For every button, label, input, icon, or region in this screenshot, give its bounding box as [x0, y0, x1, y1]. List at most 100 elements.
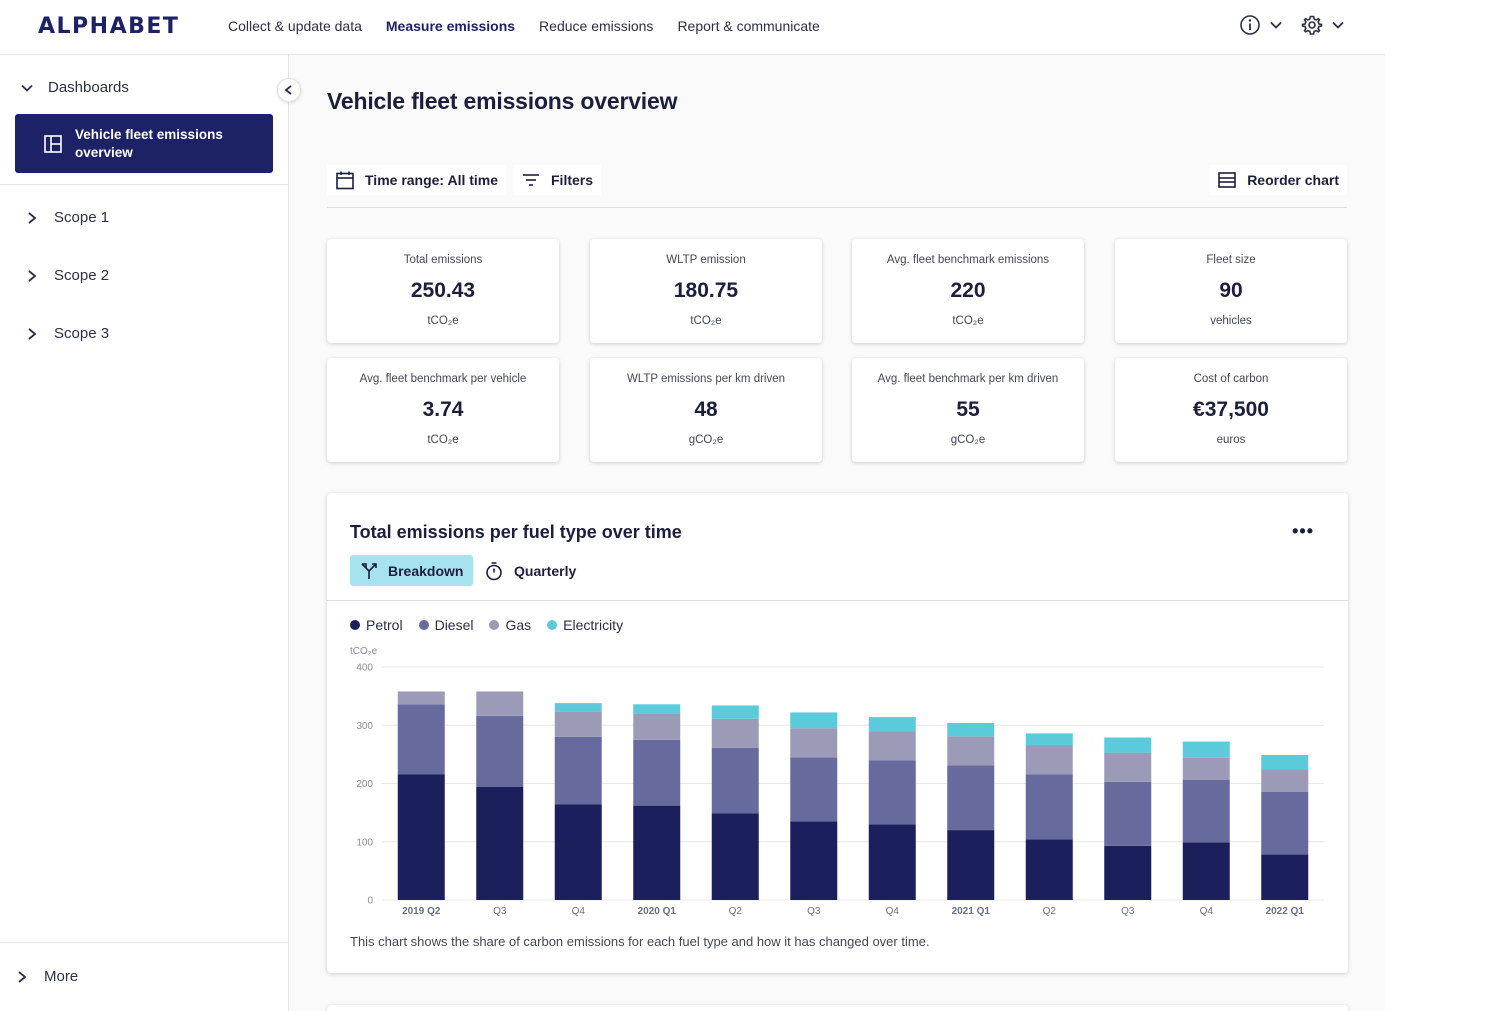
main-nav: Collect & update data Measure emissions … [228, 18, 820, 34]
top-navigation-bar: ALPHABET Collect & update data Measure e… [0, 0, 1385, 55]
sidebar-item-scope-3[interactable]: Scope 3 [26, 325, 109, 342]
bar-segment-electricity [1182, 741, 1230, 758]
chart-legend: Petrol Diesel Gas Electricity [350, 617, 623, 633]
nav-reduce-emissions[interactable]: Reduce emissions [539, 18, 654, 34]
bar-segment-diesel [711, 747, 759, 814]
filters-label: Filters [551, 172, 594, 188]
y-tick-label: 0 [367, 896, 373, 907]
bar-segment-diesel [397, 704, 445, 775]
bar-segment-diesel [868, 760, 916, 825]
filters-button[interactable]: Filters [513, 165, 602, 195]
bar-segment-diesel [790, 757, 838, 822]
legend-swatch [547, 620, 558, 630]
sidebar-divider [0, 184, 289, 185]
chevron-down-icon [1270, 21, 1282, 29]
kpi-card-avg-fleet-benchmark-emissions[interactable]: Avg. fleet benchmark emissions 220 tCO₂e [852, 239, 1084, 343]
chevron-right-icon [18, 970, 27, 983]
sidebar-collapse-button[interactable] [277, 78, 301, 102]
sidebar-more-button[interactable]: More [16, 968, 78, 985]
sidebar-item-scope-2[interactable]: Scope 2 [26, 267, 109, 284]
bar-segment-gas [711, 718, 759, 748]
kpi-card-avg-benchmark-per-vehicle[interactable]: Avg. fleet benchmark per vehicle 3.74 tC… [327, 358, 559, 462]
bar-segment-petrol [711, 813, 759, 900]
stacked-bar-chart: tCO₂e 0 100 200 300 400 2019 Q2 Q3 Q4 2020 Q1 Q2 Q3… [350, 646, 1324, 917]
x-tick-label: Q4 [572, 906, 586, 917]
x-tick-label: Q4 [886, 906, 900, 917]
legend-swatch [489, 620, 500, 630]
y-tick-label: 200 [356, 779, 373, 790]
legend-item-electricity[interactable]: Electricity [547, 617, 623, 633]
quarterly-toggle-button[interactable]: Quarterly [484, 555, 576, 586]
reorder-chart-label: Reorder chart [1247, 172, 1339, 188]
bar-segment-diesel [1261, 791, 1309, 855]
bar-segment-gas [554, 711, 602, 737]
bar-segment-diesel [1025, 774, 1073, 840]
bar-segment-petrol [554, 804, 602, 900]
sidebar-dashboards-toggle[interactable]: Dashboards [20, 79, 129, 96]
kpi-unit: vehicles [1210, 315, 1252, 327]
bar-segment-gas [1261, 769, 1309, 792]
info-icon [1240, 15, 1260, 35]
bar-segment-gas [1104, 752, 1152, 782]
nav-collect-update-data[interactable]: Collect & update data [228, 18, 362, 34]
info-menu-button[interactable] [1239, 14, 1283, 36]
kpi-card-total-emissions[interactable]: Total emissions 250.43 tCO₂e [327, 239, 559, 343]
bar-segment-diesel [947, 765, 995, 831]
kpi-value: 48 [694, 398, 718, 421]
legend-label: Diesel [434, 617, 474, 633]
bar-segment-petrol [790, 821, 838, 900]
y-tick-label: 300 [356, 721, 373, 732]
kpi-card-wltp-per-km[interactable]: WLTP emissions per km driven 48 gCO₂e [590, 358, 822, 462]
kpi-unit: tCO₂e [427, 434, 459, 446]
brand-logo[interactable]: ALPHABET [38, 14, 180, 39]
more-options-icon[interactable]: ••• [1292, 521, 1314, 541]
time-range-button[interactable]: Time range: All time [327, 165, 507, 195]
bar-segment-diesel [1182, 780, 1230, 843]
x-tick-label: 2020 Q1 [638, 906, 677, 917]
stopwatch-icon [486, 561, 502, 580]
quarterly-label: Quarterly [514, 562, 577, 579]
sidebar-item-vehicle-fleet-emissions-overview[interactable]: Vehicle fleet emissions overview [15, 114, 273, 173]
bar-segment-gas [868, 731, 916, 761]
legend-item-gas[interactable]: Gas [489, 617, 531, 633]
bar-segment-gas [397, 691, 445, 705]
kpi-unit: gCO₂e [950, 434, 986, 446]
nav-measure-emissions[interactable]: Measure emissions [385, 18, 516, 34]
reorder-chart-button[interactable]: Reorder chart [1209, 165, 1347, 195]
sidebar: Dashboards Vehicle fleet emissions overv… [0, 55, 289, 1011]
sidebar-item-label: Scope 2 [54, 267, 110, 284]
sidebar-active-label: Vehicle fleet emissions overview [75, 126, 223, 160]
bar-segment-petrol [1182, 842, 1230, 900]
legend-item-petrol[interactable]: Petrol [350, 617, 403, 633]
kpi-title: Cost of carbon [1193, 373, 1269, 385]
next-chart-card [327, 1005, 1348, 1011]
kpi-card-avg-benchmark-per-km[interactable]: Avg. fleet benchmark per km driven 55 gC… [852, 358, 1084, 462]
main-content: Vehicle fleet emissions overview Time ra… [290, 55, 1385, 1011]
kpi-title: WLTP emissions per km driven [626, 373, 786, 385]
kpi-unit: gCO₂e [688, 434, 724, 446]
kpi-value: 220 [950, 279, 986, 302]
chevron-right-icon [28, 327, 37, 340]
sidebar-item-scope-1[interactable]: Scope 1 [26, 209, 109, 226]
nav-report-communicate[interactable]: Report & communicate [677, 18, 820, 34]
legend-item-diesel[interactable]: Diesel [418, 617, 474, 633]
bar-segment-electricity [790, 712, 838, 729]
kpi-card-wltp-emission[interactable]: WLTP emission 180.75 tCO₂e [590, 239, 822, 343]
x-tick-label: Q3 [493, 906, 507, 917]
y-tick-label: 400 [356, 663, 373, 674]
settings-menu-button[interactable] [1301, 14, 1345, 36]
bar-segment-diesel [554, 736, 602, 805]
emissions-chart-card: Total emissions per fuel type over time … [327, 493, 1348, 973]
breakdown-toggle-button[interactable]: Breakdown [350, 555, 474, 586]
bar-segment-gas [1182, 757, 1230, 781]
kpi-unit: tCO₂e [427, 315, 459, 327]
kpi-card-fleet-size[interactable]: Fleet size 90 vehicles [1115, 239, 1347, 343]
time-range-label: Time range: All time [365, 172, 499, 188]
bar-segment-petrol [868, 824, 916, 900]
bar-segment-electricity [1025, 733, 1073, 746]
kpi-card-cost-of-carbon[interactable]: Cost of carbon €37,500 euros [1115, 358, 1347, 462]
kpi-unit: euros [1216, 434, 1246, 446]
bar-segment-gas [790, 728, 838, 758]
kpi-title: Total emissions [403, 254, 483, 266]
x-tick-label: Q3 [807, 906, 821, 917]
